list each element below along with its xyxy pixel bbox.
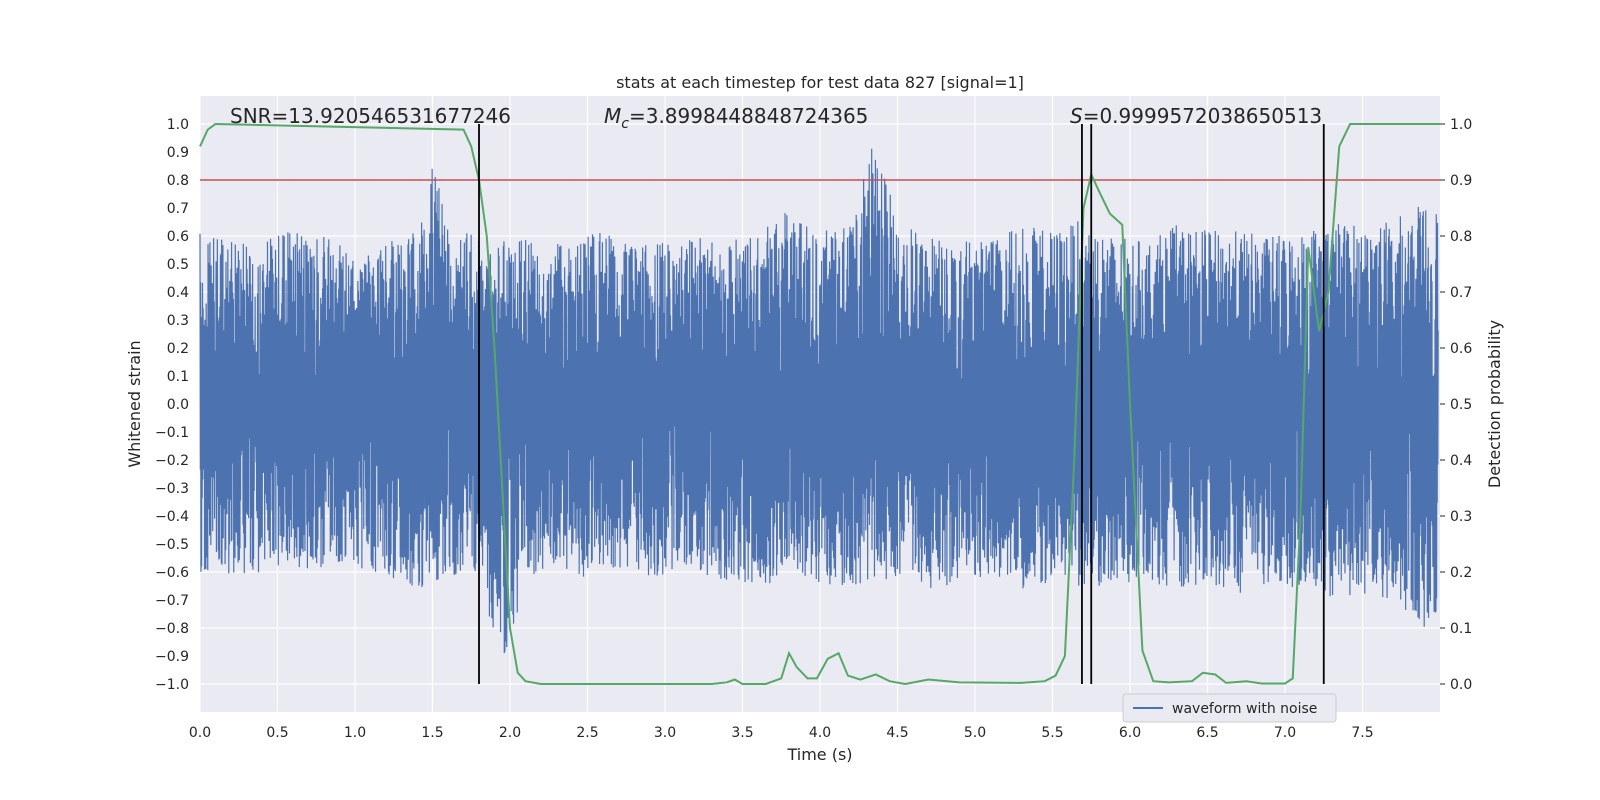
left-y-tick-label: −0.6: [155, 565, 189, 581]
left-y-tick-label: 0.7: [167, 201, 189, 217]
x-tick-label: 5.5: [1041, 725, 1063, 741]
x-tick-label: 7.0: [1274, 725, 1296, 741]
left-y-tick-label: 0.1: [167, 369, 189, 385]
left-y-tick-label: 1.0: [167, 117, 189, 133]
right-y-tick-label: 0.4: [1450, 453, 1472, 469]
legend-label: waveform with noise: [1172, 701, 1317, 717]
right-y-tick-label: 0.1: [1450, 621, 1472, 637]
right-y-axis-label: Detection probability: [1485, 320, 1504, 488]
x-tick-label: 4.0: [809, 725, 831, 741]
x-tick-label: 1.0: [344, 725, 366, 741]
left-y-axis-ticks: 1.0 0.9 0.8 0.7 0.6 0.5 0.4 0.3 0.2 0.1 0.0 −0.1 −0.…: [155, 117, 189, 693]
left-y-tick-label: 0.0: [167, 397, 189, 413]
score-annotation: S=0.9999572038650513: [1070, 104, 1322, 128]
x-tick-label: 6.0: [1119, 725, 1141, 741]
left-y-tick-label: 0.9: [167, 145, 189, 161]
snr-annotation: SNR=13.920546531677246: [230, 104, 511, 128]
right-y-tick-label: 1.0: [1450, 117, 1472, 133]
left-y-tick-label: 0.5: [167, 257, 189, 273]
left-y-tick-label: 0.4: [167, 285, 189, 301]
chirp-mass-annotation: Mc=3.8998448848724365: [604, 104, 868, 132]
left-y-tick-label: −0.9: [155, 649, 189, 665]
right-y-tick-label: 0.3: [1450, 509, 1472, 525]
trigger-markers: [478, 124, 1325, 684]
legend-box: [1122, 693, 1337, 723]
left-y-tick-label: −0.7: [155, 593, 189, 609]
chart-title: stats at each timestep for test data 827…: [616, 73, 1024, 92]
score-value: =0.9999572038650513: [1083, 104, 1322, 128]
chirp-mass-symbol: M: [604, 104, 621, 128]
legend: waveform with noise: [1122, 693, 1337, 723]
left-y-tick-label: 0.2: [167, 341, 189, 357]
chirp-mass-subscript: c: [621, 116, 629, 132]
left-y-axis-label: Whitened strain: [125, 340, 144, 467]
x-tick-label: 3.0: [654, 725, 676, 741]
left-y-tick-label: −0.4: [155, 509, 189, 525]
x-tick-label: 2.5: [576, 725, 598, 741]
x-tick-label: 1.5: [421, 725, 443, 741]
right-y-tick-label: 0.7: [1450, 285, 1472, 301]
x-tick-label: 5.0: [964, 725, 986, 741]
x-tick-label: 0.0: [189, 725, 211, 741]
x-axis-label: Time (s): [786, 745, 852, 764]
right-y-tick-label: 0.9: [1450, 173, 1472, 189]
left-y-tick-label: −0.2: [155, 453, 189, 469]
waveform-series: [199, 148, 1439, 654]
left-y-tick-label: 0.6: [167, 229, 189, 245]
chirp-mass-value: =3.8998448848724365: [629, 104, 868, 128]
left-y-tick-label: −0.8: [155, 621, 189, 637]
right-y-tick-label: 0.8: [1450, 229, 1472, 245]
detection-probability-line: [199, 122, 1440, 686]
x-tick-label: 3.5: [731, 725, 753, 741]
right-y-tick-label: 0.6: [1450, 341, 1472, 357]
left-y-tick-label: 0.3: [167, 313, 189, 329]
x-axis-ticks: 0.0 0.5 1.0 1.5 2.0 2.5 3.0 3.5 4.0 4.5 5.0 5.5 6.0 6…: [189, 725, 1374, 741]
right-y-tick-label: 0.0: [1450, 677, 1472, 693]
right-y-tick-label: 0.5: [1450, 397, 1472, 413]
detection-probability-series: [199, 122, 1440, 686]
x-tick-label: 4.5: [886, 725, 908, 741]
x-tick-label: 6.5: [1196, 725, 1218, 741]
left-y-tick-label: 0.8: [167, 173, 189, 189]
right-y-tick-label: 0.2: [1450, 565, 1472, 581]
score-symbol: S: [1070, 104, 1083, 128]
x-tick-label: 2.0: [499, 725, 521, 741]
right-y-axis-ticks: 1.0 0.9 0.8 0.7 0.6 0.5 0.4 0.3 0.2 0.1 0.0: [1440, 117, 1472, 693]
x-tick-label: 7.5: [1351, 725, 1373, 741]
left-y-tick-label: −0.3: [155, 481, 189, 497]
waveform-line: [199, 148, 1439, 654]
left-y-tick-label: −0.1: [155, 425, 189, 441]
left-y-tick-label: −1.0: [155, 677, 189, 693]
x-tick-label: 0.5: [266, 725, 288, 741]
left-y-tick-label: −0.5: [155, 537, 189, 553]
